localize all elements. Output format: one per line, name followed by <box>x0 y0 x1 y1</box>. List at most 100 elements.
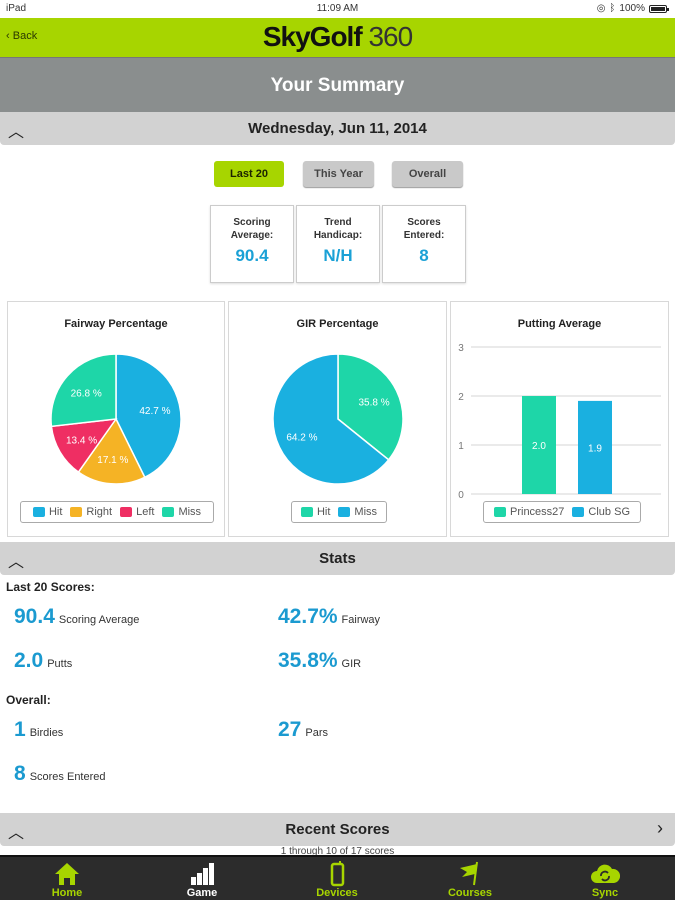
pie-slice-miss <box>272 353 390 485</box>
pie-slice-hit <box>115 353 182 479</box>
pie-label-hit: 42.7 % <box>139 406 170 417</box>
legend-swatch <box>300 507 313 517</box>
tile-label: Scoring Average: <box>230 217 274 241</box>
tab-sync[interactable]: Sync <box>560 857 650 900</box>
overall-label: Overall: <box>6 693 51 707</box>
tab-label: Home <box>51 887 83 899</box>
stat-value: 90.4 <box>14 605 55 628</box>
tile-scores-entered: Scores Entered: 8 <box>382 205 466 283</box>
pie-label-miss: 64.2 % <box>286 432 317 443</box>
chevron-up-icon[interactable]: ︿ <box>8 124 25 141</box>
legend-swatch <box>338 507 351 517</box>
legend-item-princess27: Princess27 <box>494 506 564 518</box>
stat-value: 27 <box>278 718 302 741</box>
pie-slice-left <box>50 418 118 474</box>
stat-pars: 27 Pars <box>278 718 328 742</box>
legend-label: Club SG <box>588 506 630 518</box>
stat-birdies: 1 Birdies <box>14 718 63 742</box>
filter-last-20-button[interactable]: Last 20 <box>214 161 284 187</box>
status-bar: iPad 11:09 AM ◎ ᛒ 100% <box>0 0 675 18</box>
y-tick-label: 0 <box>458 490 464 501</box>
legend-label: Miss <box>354 506 378 518</box>
pie-label-left: 13.4 % <box>66 435 97 446</box>
legend-item-hit: Hit <box>300 506 330 518</box>
tab-bar: Home Game Devices Courses Sync <box>0 855 675 900</box>
pie-label-miss: 26.8 % <box>71 388 102 399</box>
stat-label: Putts <box>47 658 73 670</box>
stat-value: 2.0 <box>14 649 44 672</box>
chevron-up-icon[interactable]: ︿ <box>8 825 25 842</box>
stats-section-header[interactable]: ︿ Stats <box>0 542 675 575</box>
pie-slice-miss <box>50 353 117 428</box>
tab-label: Devices <box>316 887 358 899</box>
legend-swatch <box>120 507 133 517</box>
stat-value: 8 <box>14 762 26 785</box>
stat-label: Pars <box>305 727 328 739</box>
legend-item-club-sg: Club SG <box>572 506 630 518</box>
recent-scores-label: Recent Scores <box>285 821 390 838</box>
y-tick-label: 2 <box>458 392 464 403</box>
legend-label: Hit <box>48 506 63 518</box>
tile-scoring-average: Scoring Average: 90.4 <box>210 205 294 283</box>
filter-this-year-button[interactable]: This Year <box>303 161 374 187</box>
device-name: iPad <box>6 3 27 14</box>
legend-item-hit: Hit <box>32 506 63 518</box>
fairway-chart-panel: Fairway Percentage 42.7 % 17.1 % 13.4 % 26.… <box>7 301 225 537</box>
tab-devices[interactable]: Devices <box>292 857 382 900</box>
chart-legend: Hit Right Left Miss <box>20 501 214 523</box>
stat-label: Fairway <box>341 614 381 626</box>
back-button[interactable]: ‹ Back <box>6 30 37 42</box>
stat-value: 1 <box>14 718 26 741</box>
stat-gir: 35.8% GIR <box>278 649 361 673</box>
tab-courses[interactable]: Courses <box>425 857 515 900</box>
app-bar: ‹ Back SkyGolf 360 <box>0 18 675 57</box>
tile-trend-handicap: Trend Handicap: N/H <box>296 205 380 283</box>
page-title-bar: Your Summary <box>0 57 675 112</box>
date-label: Wednesday, Jun 11, 2014 <box>248 120 427 137</box>
legend-label: Right <box>86 506 113 518</box>
clock: 11:09 AM <box>316 3 359 14</box>
bar-princess27 <box>522 396 556 494</box>
y-tick-label: 1 <box>458 441 464 452</box>
logo-bold: SkyGolf <box>262 21 363 52</box>
filter-overall-button[interactable]: Overall <box>392 161 463 187</box>
period-filter: Last 20 This Year Overall <box>0 161 675 187</box>
flag-icon <box>460 861 478 886</box>
tile-value: N/H <box>323 246 353 265</box>
chart-legend: Hit Miss <box>291 501 387 523</box>
stat-fairway: 42.7% Fairway <box>278 605 380 629</box>
stat-putts: 2.0 Putts <box>14 649 72 673</box>
y-tick-label: 3 <box>458 343 464 354</box>
legend-swatch <box>162 507 175 517</box>
recent-scores-subtitle: 1 through 10 of 17 scores <box>280 846 395 856</box>
tab-label: Game <box>186 887 218 899</box>
chevron-up-icon[interactable]: ︿ <box>8 554 25 571</box>
gir-chart-panel: GIR Percentage 35.8 % 64.2 % Hit Miss <box>228 301 447 537</box>
legend-item-miss: Miss <box>162 506 201 518</box>
legend-item-right: Right <box>70 506 112 518</box>
gir-pie-chart: 35.8 % 64.2 % <box>272 353 404 485</box>
status-right: ◎ ᛒ 100% <box>597 3 669 14</box>
stat-label: Scores Entered <box>29 771 106 783</box>
legend-label: Left <box>136 506 155 518</box>
last20-label: Last 20 Scores: <box>6 580 95 594</box>
bluetooth-icon: ᛒ <box>609 3 616 14</box>
stat-value: 35.8% <box>278 649 338 672</box>
stat-value: 42.7% <box>278 605 338 628</box>
chevron-right-icon[interactable]: › <box>657 818 663 838</box>
back-label: Back <box>12 30 38 42</box>
pie-slice-right <box>77 417 146 485</box>
date-section-header[interactable]: ︿ Wednesday, Jun 11, 2014 <box>0 112 675 145</box>
stat-label: Birdies <box>29 727 64 739</box>
recent-scores-section-header[interactable]: ︿ Recent Scores › <box>0 813 675 846</box>
legend-swatch <box>70 507 83 517</box>
legend-item-miss: Miss <box>338 506 377 518</box>
chart-legend: Princess27 Club SG <box>483 501 641 523</box>
legend-swatch <box>32 507 45 517</box>
logo-thin: 360 <box>368 21 413 52</box>
stat-scores-entered: 8 Scores Entered <box>14 762 106 786</box>
tab-game[interactable]: Game <box>157 857 247 900</box>
fairway-pie-chart: 42.7 % 17.1 %13.4 % 26.8 % <box>50 353 182 485</box>
home-icon <box>55 863 79 885</box>
tab-home[interactable]: Home <box>22 857 112 900</box>
